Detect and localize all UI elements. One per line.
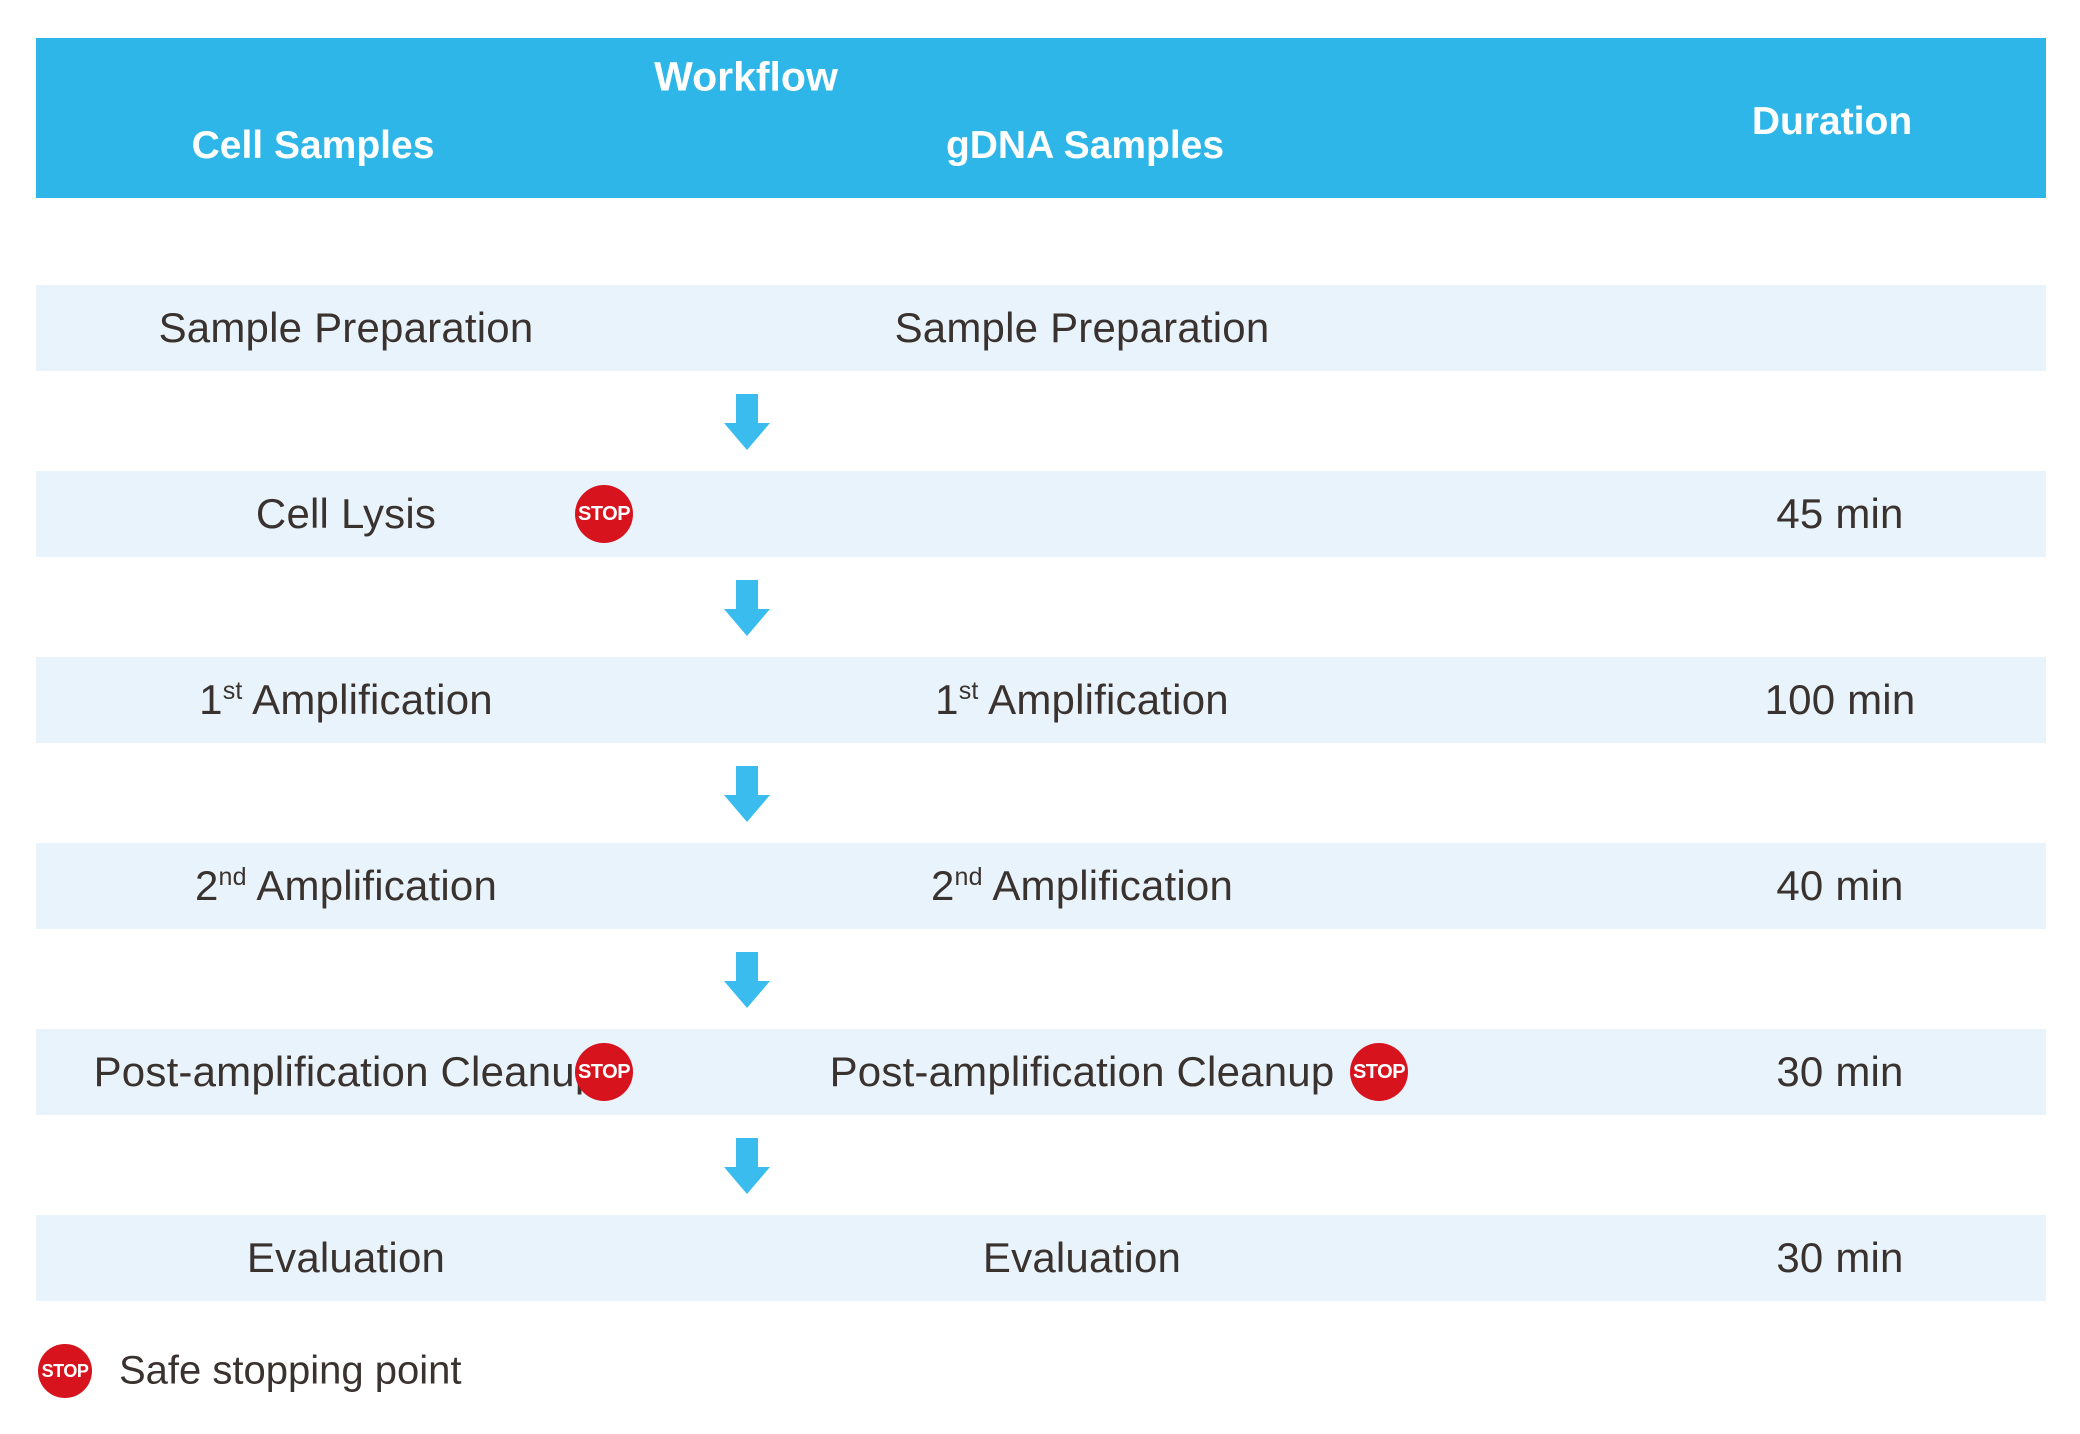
stop-icon: STOP [575,1043,633,1101]
stop-icon: STOP [575,485,633,543]
legend: STOP Safe stopping point [36,1341,2046,1401]
step-label: 1st Amplification [199,676,493,723]
row-cell-lysis: Cell Lysis STOP 45 min [36,471,2046,557]
row-sample-preparation: Sample Preparation Sample Preparation [36,285,2046,371]
step-label: Evaluation [982,1234,1182,1281]
down-arrow-icon [724,580,770,636]
flow-gap [36,1115,2046,1215]
gdna-samples-step: Sample Preparation [772,285,1392,371]
down-arrow-icon [724,952,770,1008]
cell-samples-step: Sample Preparation [36,285,656,371]
step-label: Sample Preparation [158,304,534,351]
step-label: 2nd Amplification [194,862,498,909]
column-header-gdna-samples: gDNA Samples [945,124,1225,167]
duration-value: 30 min [1690,1029,1990,1115]
duration-value: 40 min [1690,843,1990,929]
table-title: Workflow [654,53,838,100]
column-header-cell-samples: Cell Samples [191,124,435,167]
flow-gap [36,743,2046,843]
legend-label: Safe stopping point [119,1348,462,1393]
step-label: Cell Lysis [255,490,437,537]
column-header-duration: Duration [1751,100,1913,143]
gdna-samples-step: Post-amplification Cleanup [772,1029,1392,1115]
gdna-samples-step: 2nd Amplification [772,843,1392,929]
flow-gap [36,557,2046,657]
cell-samples-step: 1st Amplification [36,657,656,743]
cell-samples-step: 2nd Amplification [36,843,656,929]
row-post-amplification-cleanup: Post-amplification Cleanup STOP Post-amp… [36,1029,2046,1115]
duration-label: 45 min [1776,490,1904,537]
workflow-table: Workflow Cell Samples gDNA Samples Durat… [36,38,2046,1401]
cell-samples-step: Cell Lysis [36,471,656,557]
gdna-samples-step: 1st Amplification [772,657,1392,743]
gdna-samples-step: Evaluation [772,1215,1392,1301]
step-label: 2nd Amplification [930,862,1234,909]
step-label: 1st Amplification [935,676,1229,723]
duration-label: 40 min [1776,862,1904,909]
duration-value: 100 min [1690,657,1990,743]
legend-stop-icon: STOP [38,1344,92,1398]
down-arrow-icon [724,1138,770,1194]
duration-label: 100 min [1764,676,1916,723]
row-first-amplification: 1st Amplification 1st Amplification 100 … [36,657,2046,743]
down-arrow-icon [724,394,770,450]
down-arrow-icon [724,766,770,822]
header-gap [36,198,2046,285]
flow-gap [36,371,2046,471]
duration-value [1690,285,1990,371]
table-header: Workflow Cell Samples gDNA Samples Durat… [36,38,2046,198]
step-label: Evaluation [246,1234,446,1281]
duration-label: 30 min [1776,1048,1904,1095]
step-label: Sample Preparation [894,304,1270,351]
step-label: Post-amplification Cleanup [93,1048,599,1095]
duration-label: 30 min [1776,1234,1904,1281]
cell-samples-step: Post-amplification Cleanup [36,1029,656,1115]
duration-value: 45 min [1690,471,1990,557]
flow-gap [36,929,2046,1029]
cell-samples-step: Evaluation [36,1215,656,1301]
row-evaluation: Evaluation Evaluation 30 min [36,1215,2046,1301]
duration-value: 30 min [1690,1215,1990,1301]
row-second-amplification: 2nd Amplification 2nd Amplification 40 m… [36,843,2046,929]
step-label: Post-amplification Cleanup [829,1048,1335,1095]
stop-icon: STOP [1350,1043,1408,1101]
